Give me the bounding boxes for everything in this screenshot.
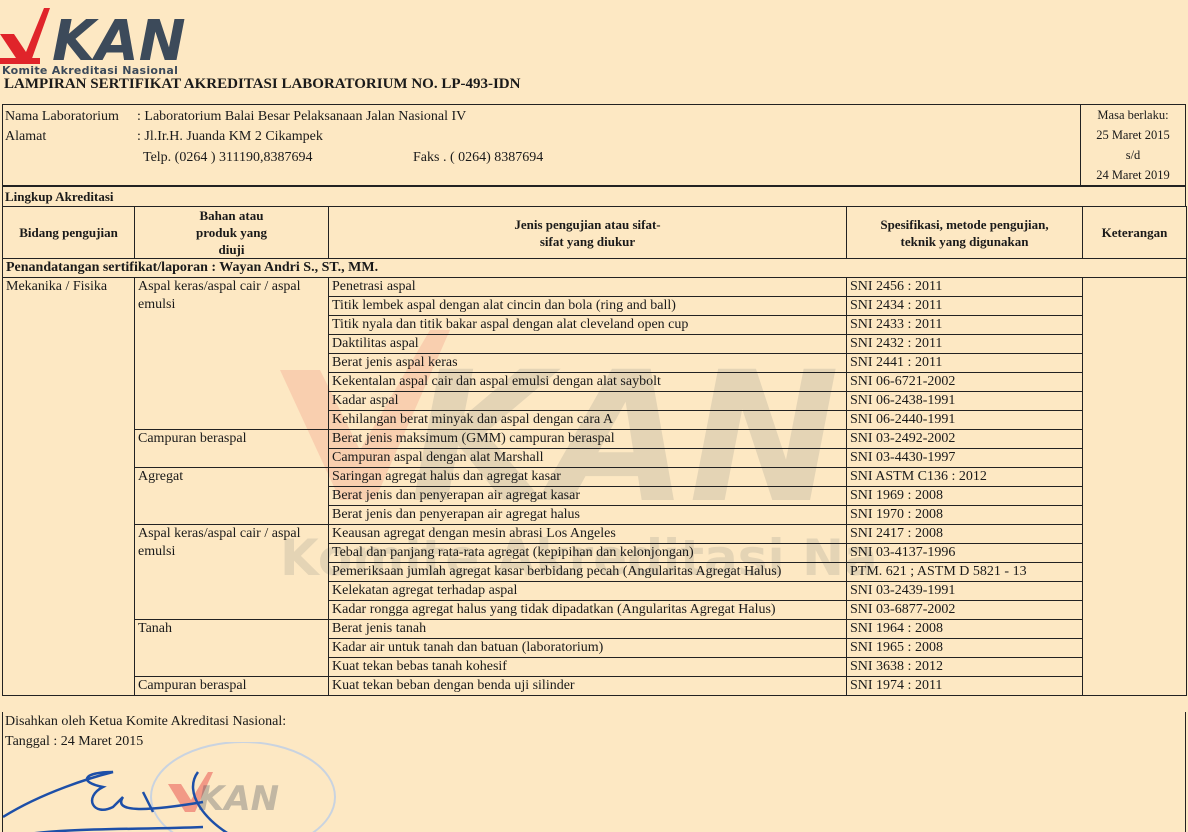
bahan-cell: Aspal keras/aspal cair / aspal emulsi — [134, 277, 329, 430]
spesifikasi-cell: SNI 2441 : 2011 — [846, 353, 1083, 373]
jenis-cell: Berat jenis tanah — [328, 619, 847, 639]
spesifikasi-cell: SNI 03-4137-1996 — [846, 543, 1083, 563]
spesifikasi-cell: SNI 1974 : 2011 — [846, 676, 1083, 696]
table-row: Tanah Berat jenis tanah SNI 1964 : 2008 — [3, 619, 1187, 677]
table-row: Agregat Saringan agregat halus dan agrega… — [3, 467, 1187, 525]
document-title: LAMPIRAN SERTIFIKAT AKREDITASI LABORATOR… — [4, 76, 521, 92]
svg-text:KAN: KAN — [198, 779, 279, 819]
header-spesifikasi: Spesifikasi, metode pengujian, teknik ya… — [846, 206, 1083, 259]
jenis-cell: Berat jenis aspal keras — [328, 353, 847, 373]
jenis-cell: Titik nyala dan titik bakar aspal dengan… — [328, 315, 847, 335]
jenis-cell: Kadar rongga agregat halus yang tidak di… — [328, 600, 847, 620]
jenis-cell: Berat jenis dan penyerapan air agregat k… — [328, 486, 847, 506]
spesifikasi-cell: SNI 1970 : 2008 — [846, 505, 1083, 525]
jenis-cell: Kekentalan aspal cair dan aspal emulsi d… — [328, 372, 847, 392]
nama-label: Nama Laboratorium — [5, 109, 119, 124]
table-row: Campuran beraspal Berat jenis maksimum (G… — [3, 429, 1187, 468]
alamat-value: : Jl.Ir.H. Juanda KM 2 Cikampek — [137, 129, 323, 144]
table-row: Tebal dan panjang rata-rata agregat (kep… — [3, 543, 1187, 563]
table-row: Daktilitas aspal SNI 2432 : 2011 — [3, 334, 1187, 354]
spesifikasi-cell: SNI 03-2439-1991 — [846, 581, 1083, 601]
bahan-cell: Tanah — [134, 619, 329, 677]
table-row: Berat jenis dan penyerapan air agregat h… — [3, 505, 1187, 525]
jenis-cell: Tebal dan panjang rata-rata agregat (kep… — [328, 543, 847, 563]
jenis-cell: Titik lembek aspal dengan alat cincin da… — [328, 296, 847, 316]
table-row: Kekentalan aspal cair dan aspal emulsi d… — [3, 372, 1187, 392]
svg-text:KAN: KAN — [52, 9, 186, 74]
jenis-cell: Kadar aspal — [328, 391, 847, 411]
spesifikasi-cell: SNI 03-4430-1997 — [846, 448, 1083, 468]
jenis-cell: Penetrasi aspal — [328, 277, 847, 297]
scope-table: Bidang pengujian Bahan atau produk yang … — [2, 206, 1187, 696]
spesifikasi-cell: SNI 2456 : 2011 — [846, 277, 1083, 297]
spesifikasi-cell: SNI 06-6721-2002 — [846, 372, 1083, 392]
spesifikasi-cell: SNI 2417 : 2008 — [846, 524, 1083, 544]
penandatangan: Penandatangan sertifikat/laporan : Wayan… — [2, 258, 1187, 278]
spesifikasi-cell: SNI 2433 : 2011 — [846, 315, 1083, 335]
disahkan-text: Disahkan oleh Ketua Komite Akreditasi Na… — [5, 714, 287, 729]
table-row: Aspal keras/aspal cair / aspal emulsi Kea… — [3, 524, 1187, 620]
spesifikasi-cell: SNI 2434 : 2011 — [846, 296, 1083, 316]
spesifikasi-cell: SNI 1965 : 2008 — [846, 638, 1083, 658]
jenis-cell: Kuat tekan bebas tanah kohesif — [328, 657, 847, 677]
signature-and-stamp: KAN — [3, 742, 336, 832]
jenis-cell: Berat jenis dan penyerapan air agregat h… — [328, 505, 847, 525]
keterangan-cell — [1082, 277, 1187, 696]
masa-from: 25 Maret 2015 — [1096, 128, 1170, 142]
spesifikasi-cell: PTM. 621 ; ASTM D 5821 - 13 — [846, 562, 1083, 582]
header-keterangan: Keterangan — [1082, 206, 1187, 259]
spesifikasi-cell: SNI 1969 : 2008 — [846, 486, 1083, 506]
jenis-cell: Berat jenis maksimum (GMM) campuran bera… — [328, 429, 847, 449]
masa-to: 24 Maret 2019 — [1096, 168, 1170, 182]
bahan-cell: Agregat — [134, 467, 329, 525]
jenis-cell: Daktilitas aspal — [328, 334, 847, 354]
faks: Faks . ( 0264) 8387694 — [413, 150, 544, 165]
bidang-cell: Mekanika / Fisika — [2, 277, 135, 696]
bahan-cell: Aspal keras/aspal cair / aspal emulsi — [134, 524, 329, 620]
nama-value: : Laboratorium Balai Besar Pelaksanaan J… — [137, 109, 467, 124]
jenis-cell: Kadar air untuk tanah dan batuan (labora… — [328, 638, 847, 658]
masa-label: Masa berlaku: — [1097, 108, 1169, 122]
jenis-cell: Kuat tekan beban dengan benda uji silind… — [328, 676, 847, 696]
spesifikasi-cell: SNI 1964 : 2008 — [846, 619, 1083, 639]
jenis-cell: Saringan agregat halus dan agregat kasar — [328, 467, 847, 487]
jenis-cell: Kelekatan agregat terhadap aspal — [328, 581, 847, 601]
table-row: Kadar rongga agregat halus yang tidak di… — [3, 600, 1187, 620]
jenis-cell: Pemeriksaan jumlah agregat kasar berbida… — [328, 562, 847, 582]
footer-box: Disahkan oleh Ketua Komite Akreditasi Na… — [2, 712, 1186, 832]
jenis-cell: Campuran aspal dengan alat Marshall — [328, 448, 847, 468]
table-row: Campuran aspal dengan alat Marshall SNI 0… — [3, 448, 1187, 468]
table-row: Kehilangan berat minyak dan aspal dengan… — [3, 410, 1187, 430]
spesifikasi-cell: SNI 2432 : 2011 — [846, 334, 1083, 354]
header-bidang: Bidang pengujian — [2, 206, 135, 259]
table-row: Mekanika / Fisika Aspal keras/aspal cair … — [2, 277, 1187, 696]
bahan-cell: Campuran beraspal — [134, 676, 329, 696]
kan-logo: KAN — [0, 8, 186, 74]
table-row: Titik nyala dan titik bakar aspal dengan… — [3, 315, 1187, 335]
alamat-label: Alamat — [5, 129, 47, 144]
jenis-cell: Keausan agregat dengan mesin abrasi Los … — [328, 524, 847, 544]
masa-berlaku: Masa berlaku: 25 Maret 2015 s/d 24 Maret… — [1080, 105, 1185, 185]
lingkup-akreditasi: Lingkup Akreditasi — [2, 186, 1186, 206]
tanggal-text: Tanggal : 24 Maret 2015 — [5, 734, 144, 749]
spesifikasi-cell: SNI 06-2438-1991 — [846, 391, 1083, 411]
header-bahan: Bahan atau produk yang diuji — [134, 206, 329, 259]
lab-info-box: Nama Laboratorium : Laboratorium Balai B… — [2, 104, 1186, 186]
spesifikasi-cell: SNI 3638 : 2012 — [846, 657, 1083, 677]
table-row: Kelekatan agregat terhadap aspal SNI 03-2… — [3, 581, 1187, 601]
spesifikasi-cell: SNI 03-2492-2002 — [846, 429, 1083, 449]
spesifikasi-cell: SNI 06-2440-1991 — [846, 410, 1083, 430]
table-row: Campuran beraspal Kuat tekan beban dengan… — [3, 676, 1187, 696]
jenis-cell: Kehilangan berat minyak dan aspal dengan… — [328, 410, 847, 430]
header-jenis: Jenis pengujian atau sifat-sifat yang di… — [328, 206, 847, 259]
logo-subtitle: Komite Akreditasi Nasional — [2, 64, 179, 77]
table-row: Pemeriksaan jumlah agregat kasar berbida… — [3, 562, 1187, 582]
bahan-cell: Campuran beraspal — [134, 429, 329, 468]
masa-sd: s/d — [1125, 148, 1141, 162]
spesifikasi-cell: SNI 03-6877-2002 — [846, 600, 1083, 620]
spesifikasi-cell: SNI ASTM C136 : 2012 — [846, 467, 1083, 487]
telp: Telp. (0264 ) 311190,8387694 — [143, 150, 313, 165]
